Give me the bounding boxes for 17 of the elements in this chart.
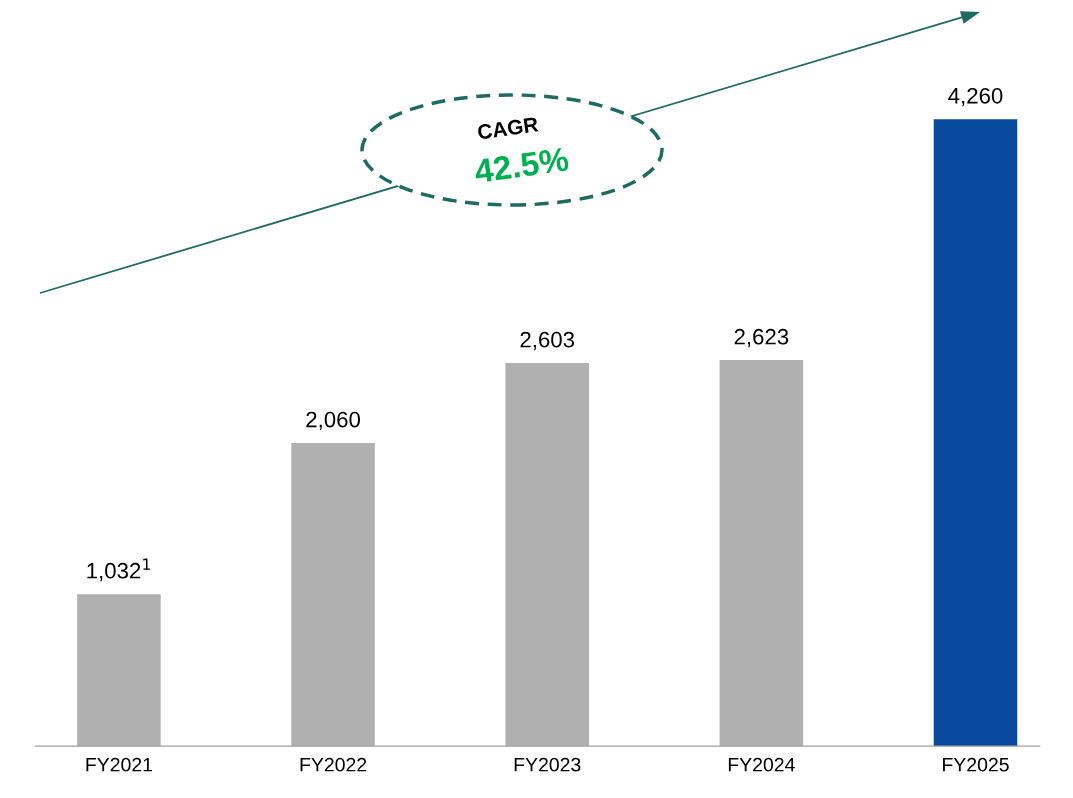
data-label: 2,603 bbox=[520, 331, 575, 351]
data-label: 2,060 bbox=[306, 411, 361, 431]
x-tick-label: FY2022 bbox=[300, 757, 367, 772]
data-label: 2,623 bbox=[734, 328, 789, 348]
annotation: 42.5% bbox=[473, 147, 570, 184]
bar bbox=[77, 594, 161, 747]
data-label: 1,032$^{1}$ bbox=[87, 558, 150, 582]
annotation: CAGR bbox=[477, 116, 539, 140]
x-tick-label: FY2025 bbox=[943, 757, 1009, 772]
x-tick-label: FY2023 bbox=[514, 757, 581, 772]
x-tick-label: FY2021 bbox=[86, 757, 153, 772]
bar bbox=[933, 119, 1018, 747]
x-tick-label: FY2024 bbox=[728, 757, 795, 772]
bar bbox=[719, 360, 804, 747]
bar bbox=[291, 442, 375, 747]
data-label: 4,260 bbox=[948, 87, 1003, 107]
bar bbox=[505, 363, 589, 747]
